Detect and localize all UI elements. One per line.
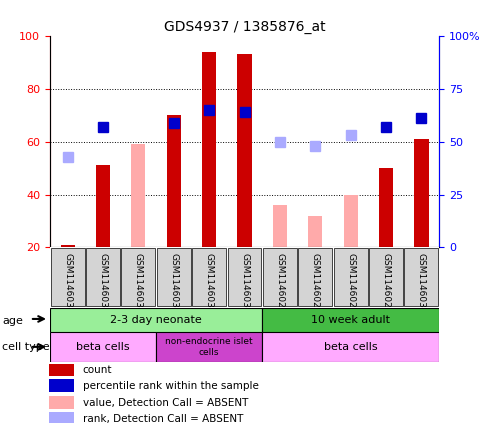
Bar	[379, 168, 393, 247]
Text: beta cells: beta cells	[76, 342, 130, 352]
Bar	[202, 52, 216, 247]
Text: GSM1146028: GSM1146028	[346, 253, 355, 314]
Text: count: count	[82, 365, 112, 375]
Bar	[49, 379, 73, 392]
Bar	[167, 115, 181, 247]
Text: GSM1146027: GSM1146027	[311, 253, 320, 314]
Text: age: age	[2, 316, 23, 326]
Bar	[60, 245, 75, 247]
Text: beta cells: beta cells	[324, 342, 377, 352]
Bar	[49, 412, 73, 423]
Bar	[334, 248, 368, 306]
Text: GSM1146035: GSM1146035	[205, 253, 214, 314]
Bar	[121, 248, 155, 306]
Text: percentile rank within the sample: percentile rank within the sample	[82, 381, 258, 391]
Bar	[156, 332, 262, 362]
Bar	[131, 144, 145, 247]
Bar	[96, 165, 110, 247]
Text: GSM1146026: GSM1146026	[275, 253, 284, 314]
Text: GSM1146032: GSM1146032	[98, 253, 107, 314]
Title: GDS4937 / 1385876_at: GDS4937 / 1385876_at	[164, 19, 325, 33]
Bar	[414, 139, 429, 247]
Bar	[298, 248, 332, 306]
Bar	[263, 248, 297, 306]
Text: GSM1146030: GSM1146030	[417, 253, 426, 314]
Bar	[60, 245, 75, 247]
Text: non-endocrine islet
cells: non-endocrine islet cells	[165, 337, 253, 357]
Text: 2-3 day neonate: 2-3 day neonate	[110, 315, 202, 325]
Bar	[49, 363, 73, 376]
Bar	[238, 55, 251, 247]
Text: cell type: cell type	[2, 342, 50, 352]
Bar	[50, 248, 84, 306]
Bar	[405, 248, 439, 306]
Bar	[262, 308, 439, 332]
Text: GSM1146034: GSM1146034	[169, 253, 178, 314]
Bar	[228, 248, 261, 306]
Bar	[86, 248, 120, 306]
Bar	[157, 248, 191, 306]
Text: value, Detection Call = ABSENT: value, Detection Call = ABSENT	[82, 398, 248, 408]
Bar	[273, 205, 287, 247]
Bar	[344, 195, 358, 247]
Bar	[50, 308, 262, 332]
Text: GSM1146036: GSM1146036	[240, 253, 249, 314]
Bar	[49, 396, 73, 409]
Text: 10 week adult: 10 week adult	[311, 315, 390, 325]
Bar	[192, 248, 226, 306]
Text: GSM1146031: GSM1146031	[63, 253, 72, 314]
Bar	[369, 248, 403, 306]
Text: GSM1146029: GSM1146029	[382, 253, 391, 314]
Text: rank, Detection Call = ABSENT: rank, Detection Call = ABSENT	[82, 415, 243, 423]
Bar	[262, 332, 439, 362]
Bar	[308, 216, 322, 247]
Text: GSM1146033: GSM1146033	[134, 253, 143, 314]
Bar	[50, 332, 156, 362]
